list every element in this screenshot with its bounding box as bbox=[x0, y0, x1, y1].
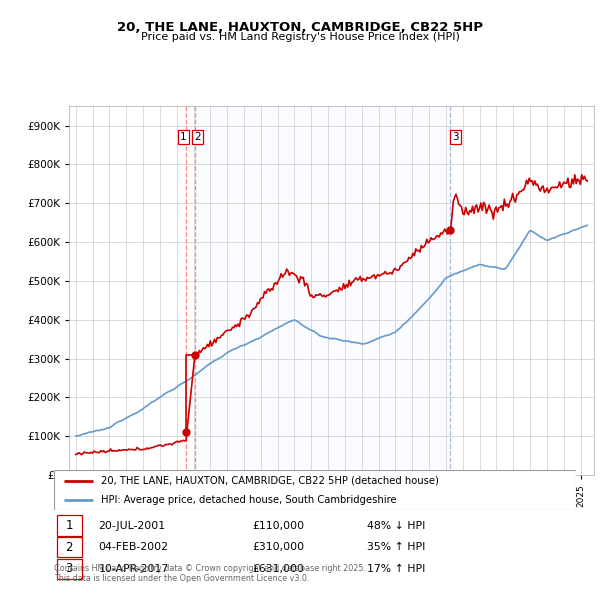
Text: 17% ↑ HPI: 17% ↑ HPI bbox=[367, 564, 425, 574]
Text: £310,000: £310,000 bbox=[253, 542, 304, 552]
Text: 48% ↓ HPI: 48% ↓ HPI bbox=[367, 520, 425, 530]
Text: 2: 2 bbox=[194, 132, 201, 142]
Text: HPI: Average price, detached house, South Cambridgeshire: HPI: Average price, detached house, Sout… bbox=[101, 495, 397, 505]
Text: 3: 3 bbox=[452, 132, 459, 142]
FancyBboxPatch shape bbox=[56, 515, 82, 536]
Bar bbox=[195, 106, 451, 475]
Text: 3: 3 bbox=[65, 562, 73, 575]
FancyBboxPatch shape bbox=[54, 470, 576, 510]
Text: 2: 2 bbox=[65, 540, 73, 554]
FancyBboxPatch shape bbox=[56, 537, 82, 558]
Text: Contains HM Land Registry data © Crown copyright and database right 2025.
This d: Contains HM Land Registry data © Crown c… bbox=[54, 563, 366, 583]
FancyBboxPatch shape bbox=[56, 559, 82, 579]
Text: 20, THE LANE, HAUXTON, CAMBRIDGE, CB22 5HP: 20, THE LANE, HAUXTON, CAMBRIDGE, CB22 5… bbox=[117, 21, 483, 34]
Text: 35% ↑ HPI: 35% ↑ HPI bbox=[367, 542, 425, 552]
Text: 10-APR-2017: 10-APR-2017 bbox=[98, 564, 169, 574]
Text: Price paid vs. HM Land Registry's House Price Index (HPI): Price paid vs. HM Land Registry's House … bbox=[140, 32, 460, 42]
Text: 04-FEB-2002: 04-FEB-2002 bbox=[98, 542, 169, 552]
Text: 20-JUL-2001: 20-JUL-2001 bbox=[98, 520, 166, 530]
Text: £110,000: £110,000 bbox=[253, 520, 304, 530]
Text: 20, THE LANE, HAUXTON, CAMBRIDGE, CB22 5HP (detached house): 20, THE LANE, HAUXTON, CAMBRIDGE, CB22 5… bbox=[101, 476, 439, 486]
Text: 1: 1 bbox=[65, 519, 73, 532]
Text: £631,000: £631,000 bbox=[253, 564, 304, 574]
Text: 1: 1 bbox=[180, 132, 187, 142]
